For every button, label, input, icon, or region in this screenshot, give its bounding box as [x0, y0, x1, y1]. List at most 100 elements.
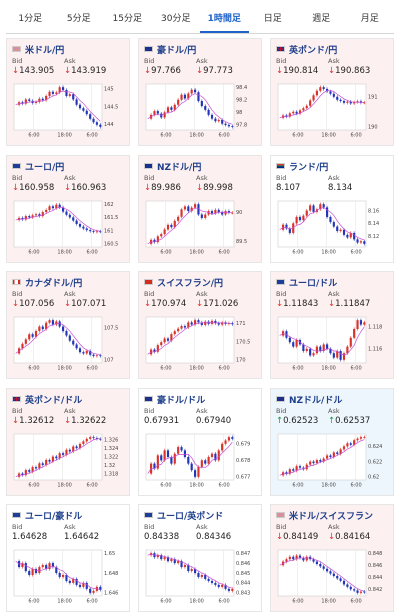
candle-body: [197, 320, 200, 323]
currency-card[interactable]: ユーロ/豪ドル Bid Ask 1.64628 1.64642 1.65 1.648 1.64…: [6, 504, 130, 612]
pair-name[interactable]: 英ポンド/円: [289, 45, 338, 56]
x-tick-label: 18:00: [321, 599, 335, 605]
price-chart[interactable]: 0.847 0.846 0.845 0.844 0.843 6:00 18:00 6:00: [144, 548, 256, 606]
currency-card[interactable]: ランド/円 Bid Ask 8.107 8.134 8.16 8.14 8.12 6:00 18:…: [270, 155, 394, 263]
pair-title[interactable]: ユーロ/豪ドル: [12, 508, 124, 522]
pair-title[interactable]: 米ドル/円: [12, 42, 124, 56]
chart-frame: [145, 316, 235, 364]
x-tick-label: 6:00: [218, 599, 229, 605]
tab-2[interactable]: 15分足: [112, 14, 142, 24]
tab-7[interactable]: 月足: [360, 14, 379, 24]
chart-frame: [277, 433, 367, 481]
pair-title[interactable]: NZドル/ドル: [276, 392, 388, 406]
price-chart[interactable]: 0.848 0.846 0.844 0.842 6:00 18:00 6:00: [276, 548, 388, 606]
pair-name[interactable]: カナダドル/円: [25, 278, 83, 289]
pair-name[interactable]: スイスフラン/円: [157, 278, 224, 289]
price-chart[interactable]: 0.679 0.678 0.677 6:00 18:00 6:00: [144, 432, 256, 490]
ask-label: Ask: [64, 174, 76, 182]
pair-name[interactable]: 豪ドル/ドル: [157, 395, 206, 406]
pair-title[interactable]: ユーロ/英ポンド: [144, 508, 256, 522]
price-chart[interactable]: 1.65 1.648 1.646 6:00 18:00 6:00: [12, 548, 124, 606]
pair-title[interactable]: カナダドル/円: [12, 275, 124, 289]
pair-name[interactable]: 豪ドル/円: [157, 45, 197, 56]
pair-title[interactable]: 豪ドル/ドル: [144, 392, 256, 406]
tab-1[interactable]: 5分足: [66, 14, 91, 24]
y-tick-label: 0.842: [368, 587, 382, 593]
pair-name[interactable]: ユーロ/円: [25, 162, 65, 173]
price-chart[interactable]: 0.624 0.622 0.62 6:00 18:00 6:00: [276, 432, 388, 490]
y-tick-label: 0.624: [368, 444, 382, 450]
pair-name[interactable]: 英ポンド/ドル: [25, 395, 83, 406]
tab-3[interactable]: 30分足: [161, 14, 191, 24]
price-chart[interactable]: 107.5 107 6:00 18:00 6:00: [12, 315, 124, 373]
pair-name[interactable]: NZドル/ドル: [289, 395, 343, 406]
pair-title[interactable]: スイスフラン/円: [144, 275, 256, 289]
tab-5[interactable]: 日足: [263, 14, 282, 24]
pair-title[interactable]: 英ポンド/ドル: [12, 392, 124, 406]
price-chart[interactable]: 98.4 98.2 98 97.8 6:00 18:00 6:00: [144, 82, 256, 140]
candle-body: [68, 335, 71, 341]
candle-body: [180, 561, 183, 568]
y-tick-label: 1.326: [104, 438, 118, 444]
candle-body: [61, 574, 65, 577]
pair-title[interactable]: ユーロ/ドル: [276, 275, 388, 289]
price-chart[interactable]: 171 170.5 170 6:00 18:00 6:00: [144, 315, 256, 373]
pair-name[interactable]: ランド/円: [289, 162, 329, 173]
candle-body: [342, 446, 346, 450]
currency-card[interactable]: 豪ドル/ドル Bid Ask 0.67931 0.67940 0.679 0.678 0.67…: [138, 388, 262, 496]
pair-title[interactable]: ランド/円: [276, 159, 388, 173]
tab-4[interactable]: 1時間足: [200, 6, 249, 33]
candle-body: [34, 101, 38, 103]
price-chart[interactable]: 145 144.5 144 6:00 18:00 6:00: [12, 82, 124, 140]
pair-name[interactable]: 米ドル/円: [25, 45, 65, 56]
bid-price: 8.107: [276, 183, 301, 193]
price-chart[interactable]: 8.16 8.14 8.12 6:00 18:00 6:00: [276, 199, 388, 257]
price-chart[interactable]: 191 190 6:00 18:00 6:00: [276, 82, 388, 140]
candle-body: [204, 214, 207, 218]
pair-title[interactable]: ユーロ/円: [12, 159, 124, 173]
currency-card[interactable]: ユーロ/英ポンド Bid Ask 0.84338 0.84346 0.847 0.846 0.…: [138, 504, 262, 612]
pair-name[interactable]: ユーロ/英ポンド: [157, 511, 224, 522]
candle-body: [95, 355, 99, 357]
candle-body: [48, 206, 51, 210]
timeframe-tabs: 1分足 5分足 15分足 30分足 1時間足 日足 週足 月足: [6, 6, 394, 34]
pair-title[interactable]: 米ドル/スイスフラン: [276, 508, 388, 522]
x-tick-label: 18:00: [189, 599, 203, 605]
price-chart[interactable]: 1.326 1.324 1.322 1.32 1.318 6:00 18:00 6:00: [12, 432, 124, 490]
bid-price: 170.974: [144, 298, 196, 310]
currency-card[interactable]: NZドル/ドルBidAsk0.625230.625370.6240.6220.6…: [270, 388, 394, 496]
candle-body: [92, 231, 95, 232]
pair-name[interactable]: ユーロ/豪ドル: [25, 511, 83, 522]
pair-title[interactable]: 豪ドル/円: [144, 42, 256, 56]
pair-title[interactable]: 英ポンド/円: [276, 42, 388, 56]
candle-body: [75, 344, 78, 349]
price-chart[interactable]: 1.118 1.116 6:00 18:00 6:00: [276, 315, 388, 373]
price-chart[interactable]: 90 89.5 6:00 18:00 6:00: [144, 199, 256, 257]
pair-name[interactable]: 米ドル/スイスフラン: [289, 511, 374, 522]
pair-name[interactable]: ユーロ/ドル: [289, 278, 338, 289]
pair-title[interactable]: NZドル/円: [144, 159, 256, 173]
x-tick-label: 6:00: [218, 133, 229, 139]
candle-body: [170, 334, 173, 341]
price-chart[interactable]: 162 161.5 161 160.5 6:00 18:00 6:00: [12, 199, 124, 257]
pair-name[interactable]: NZドル/円: [157, 162, 202, 173]
candle-body: [217, 209, 220, 213]
candle-body: [197, 204, 200, 215]
currency-card[interactable]: 英ポンド/ドルBidAsk1.326121.326221.3261.3241.3…: [6, 388, 130, 496]
currency-card[interactable]: カナダドル/円BidAsk107.056107.071107.51076:001…: [6, 271, 130, 379]
tab-6[interactable]: 週足: [312, 14, 331, 24]
candle-body: [339, 99, 342, 101]
tab-0[interactable]: 1分足: [18, 14, 43, 24]
candle-body: [75, 578, 78, 585]
candle-body: [214, 209, 217, 214]
candle-body: [68, 94, 71, 96]
candle-body: [95, 231, 99, 233]
